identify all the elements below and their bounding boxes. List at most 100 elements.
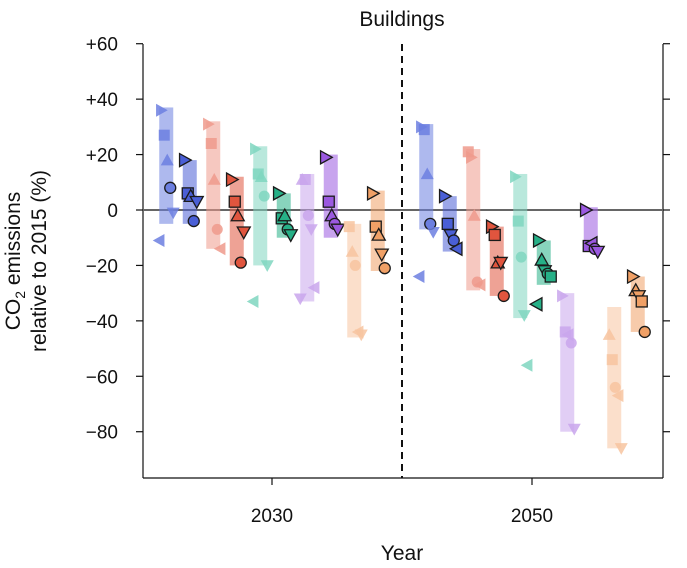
x-tick-label: 2050 — [511, 506, 553, 527]
range-bar — [607, 307, 622, 449]
tri-right-marker — [466, 150, 478, 164]
tri-left-marker — [528, 296, 543, 312]
square-marker — [606, 354, 618, 366]
y-axis-label-subscript: 2 — [12, 291, 28, 299]
scenario-group — [462, 146, 486, 292]
tri-right-marker — [579, 202, 594, 218]
tri-left-marker — [448, 241, 463, 257]
scenario-group — [602, 328, 628, 455]
tri-up-marker — [602, 328, 616, 340]
y-axis-label-rest: emissions — [2, 192, 25, 291]
tri-right-marker — [532, 232, 547, 249]
tri-up-marker — [207, 173, 221, 185]
range-bar — [347, 223, 362, 338]
range-bar — [253, 146, 268, 266]
square-marker — [369, 220, 382, 233]
scenario-group — [203, 117, 226, 256]
square-marker — [441, 217, 454, 231]
tri-down-marker — [260, 260, 274, 272]
range-bar — [206, 121, 221, 249]
tri-right-marker — [225, 171, 240, 188]
tri-down-marker — [293, 293, 307, 306]
square-marker — [462, 146, 474, 158]
scenario-group — [225, 171, 252, 269]
tri-up-marker — [371, 227, 387, 241]
tri-down-marker — [354, 329, 368, 342]
circle-marker — [349, 259, 361, 271]
scenario-group — [152, 103, 180, 247]
square-marker — [299, 174, 311, 186]
range-bar — [513, 173, 528, 319]
y-tick-label: −80 — [86, 423, 118, 444]
tri-up-marker — [277, 207, 293, 222]
x-tick-label: 2030 — [251, 506, 293, 527]
circle-marker — [164, 181, 177, 194]
tri-down-marker — [590, 245, 606, 260]
range-bar — [159, 107, 174, 224]
square-marker — [205, 137, 217, 149]
y-tick-label: −40 — [86, 312, 118, 333]
y-axis-label: CO2 emissions relative to 2015 (%) — [2, 170, 51, 352]
y-axis-label-co: CO — [2, 299, 25, 331]
y-axis-label-line-2: relative to 2015 (%) — [28, 170, 51, 352]
circle-marker — [258, 190, 270, 202]
y-tick-label: 0 — [107, 201, 118, 222]
tri-left-marker — [412, 270, 425, 284]
tri-right-marker — [366, 185, 381, 201]
tri-down-marker — [283, 229, 299, 243]
tri-right-marker — [203, 117, 215, 131]
tri-up-marker — [254, 170, 268, 182]
scenario-group — [528, 232, 557, 312]
tri-down-marker — [374, 248, 390, 263]
tri-left-marker — [611, 389, 624, 403]
square-marker — [322, 195, 335, 208]
square-marker — [635, 295, 648, 308]
tri-right-marker — [156, 103, 168, 117]
scenario-group — [178, 152, 205, 228]
y-tick-label: +40 — [86, 90, 118, 111]
tri-down-marker — [189, 195, 205, 210]
tri-down-marker — [236, 226, 252, 241]
square-marker — [252, 168, 264, 180]
scenario-group — [557, 289, 581, 436]
circle-marker — [609, 381, 621, 393]
scenario-group — [485, 219, 510, 303]
tri-left-marker — [246, 294, 259, 308]
square-marker — [228, 195, 241, 208]
tri-right-marker — [319, 149, 334, 165]
tri-down-marker — [614, 443, 628, 455]
tri-up-marker — [230, 207, 246, 222]
scenario-group — [510, 170, 533, 372]
circle-marker — [211, 223, 223, 235]
circle-marker — [234, 256, 247, 269]
range-bar — [300, 173, 315, 302]
circle-marker — [638, 325, 651, 339]
tri-up-marker — [345, 245, 359, 257]
y-ticks: +60 +40 +20 0 −20 −40 −60 −80 — [86, 35, 670, 444]
y-tick-label: −60 — [86, 367, 118, 388]
scenario-group — [412, 120, 440, 284]
circle-marker — [497, 289, 510, 303]
tri-down-marker — [166, 207, 180, 220]
square-marker — [343, 221, 355, 233]
x-axis-label: Year — [381, 542, 423, 565]
square-marker — [512, 215, 524, 227]
tri-up-marker — [160, 153, 174, 166]
scenario-group — [293, 173, 320, 306]
tri-right-marker — [626, 268, 641, 285]
tri-down-marker — [517, 310, 531, 322]
scenario-group — [626, 268, 651, 339]
circle-marker — [565, 337, 577, 349]
scenario-group — [438, 188, 463, 257]
y-tick-label: −20 — [86, 256, 118, 277]
circle-marker — [187, 214, 200, 228]
axes — [142, 44, 664, 479]
y-axis-label-line-1: CO2 emissions — [2, 192, 28, 331]
tri-right-marker — [272, 185, 287, 201]
scenario-group — [272, 185, 299, 243]
tri-left-marker — [473, 278, 486, 292]
tri-left-marker — [213, 242, 226, 256]
square-marker — [488, 228, 501, 242]
